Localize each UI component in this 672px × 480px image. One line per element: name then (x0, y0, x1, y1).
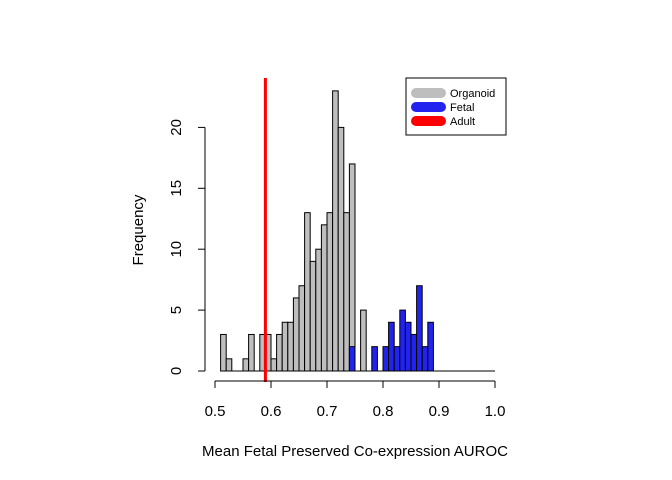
organoid-bar (326, 212, 334, 372)
fetal-bar (371, 346, 378, 372)
fetal-bar (427, 321, 434, 372)
y-tick-label: 0 (168, 367, 185, 375)
fetal-bar (404, 321, 412, 372)
y-tick-label: 10 (168, 241, 185, 258)
organoid-bar (337, 126, 345, 372)
fetal-bar (348, 346, 356, 372)
fetal-bars (348, 285, 434, 372)
organoid-bar (332, 90, 339, 372)
organoid-bar (292, 297, 300, 372)
y-tick-label: 15 (168, 180, 185, 197)
y-tick-label: 20 (168, 119, 185, 136)
organoid-bar (225, 358, 233, 372)
y-axis: 0 5 10 15 20 (168, 119, 206, 375)
organoid-bar (220, 333, 227, 372)
organoid-bar (276, 333, 283, 372)
organoid-bar (242, 358, 250, 372)
x-axis: 0.5 0.6 0.7 0.8 0.9 1.0 (205, 380, 506, 420)
organoid-legend-label: Organoid (450, 88, 495, 100)
x-tick-label: 0.6 (261, 403, 282, 420)
y-tick-label: 5 (168, 306, 185, 314)
organoid-bar (309, 260, 317, 372)
y-axis-label: Frequency (130, 194, 147, 265)
x-tick-label: 0.8 (373, 403, 394, 420)
fetal-bar (416, 285, 423, 372)
adult-legend-label: Adult (450, 116, 475, 128)
fetal-bar (393, 346, 401, 372)
x-axis-label: Mean Fetal Preserved Co-expression AUROC (202, 443, 508, 460)
fetal-bar (410, 333, 418, 372)
x-tick-label: 1.0 (485, 403, 506, 420)
fetal-legend-label: Fetal (450, 102, 474, 114)
organoid-bar (304, 212, 311, 372)
x-tick-label: 0.5 (205, 403, 226, 420)
organoid-bar (348, 163, 356, 372)
organoid-bar (343, 212, 350, 372)
x-tick-label: 0.7 (317, 403, 338, 420)
fetal-bar (399, 309, 406, 372)
legend: Organoid Fetal Adult (405, 77, 507, 136)
fetal-bar (382, 346, 390, 372)
organoid-bar (270, 358, 278, 372)
organoid-bar (287, 321, 294, 372)
organoid-bar (360, 309, 367, 372)
fetal-bar (388, 321, 395, 372)
organoid-bar (320, 224, 328, 372)
fetal-bar (421, 346, 429, 372)
organoid-bars (220, 90, 367, 372)
x-tick-label: 0.9 (429, 403, 450, 420)
organoid-bar (298, 285, 306, 372)
organoid-bar (281, 321, 289, 372)
organoid-bar (315, 248, 322, 372)
organoid-bar (248, 333, 255, 372)
